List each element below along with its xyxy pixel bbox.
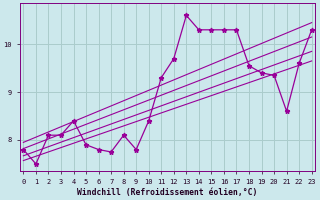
X-axis label: Windchill (Refroidissement éolien,°C): Windchill (Refroidissement éolien,°C) [77,188,258,197]
